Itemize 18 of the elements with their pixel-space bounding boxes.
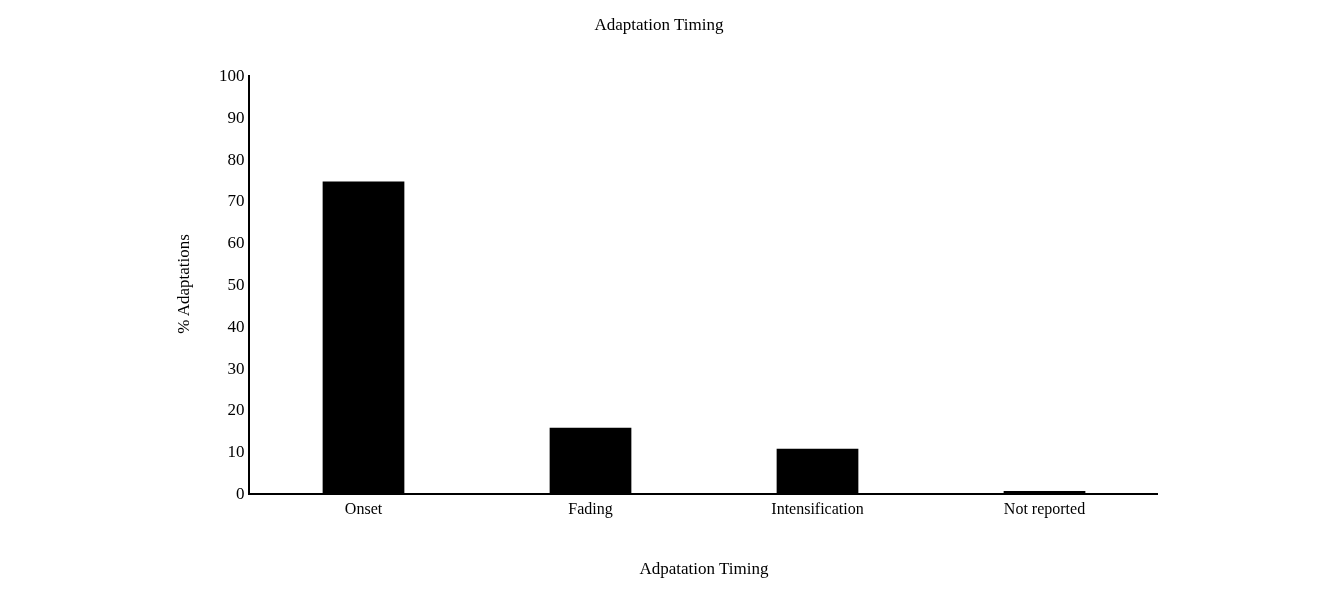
y-axis-title: % Adaptations [174, 234, 194, 334]
chart-title: Adaptation Timing [594, 15, 724, 35]
y-tick-label: 60 [227, 233, 245, 253]
x-tick-label: Onset [344, 500, 383, 518]
x-tick-label: Intensification [771, 500, 864, 518]
x-tick-label: Fading [568, 500, 613, 519]
x-tick-label: Not reported [1003, 500, 1086, 519]
y-tick-label: 20 [227, 400, 245, 420]
y-tick-label: 40 [227, 316, 245, 336]
y-tick-label: 30 [227, 358, 245, 378]
y-tick-label: 90 [227, 107, 245, 127]
y-tick-label: 10 [227, 442, 245, 462]
x-axis-title: Adpatation Timing [639, 559, 769, 579]
y-tick-label: 70 [227, 191, 245, 211]
y-tick-label: 50 [227, 274, 245, 294]
y-tick-label: 0 [236, 483, 245, 503]
y-tick-label: 100 [219, 65, 245, 85]
y-tick-label: 80 [227, 149, 245, 169]
